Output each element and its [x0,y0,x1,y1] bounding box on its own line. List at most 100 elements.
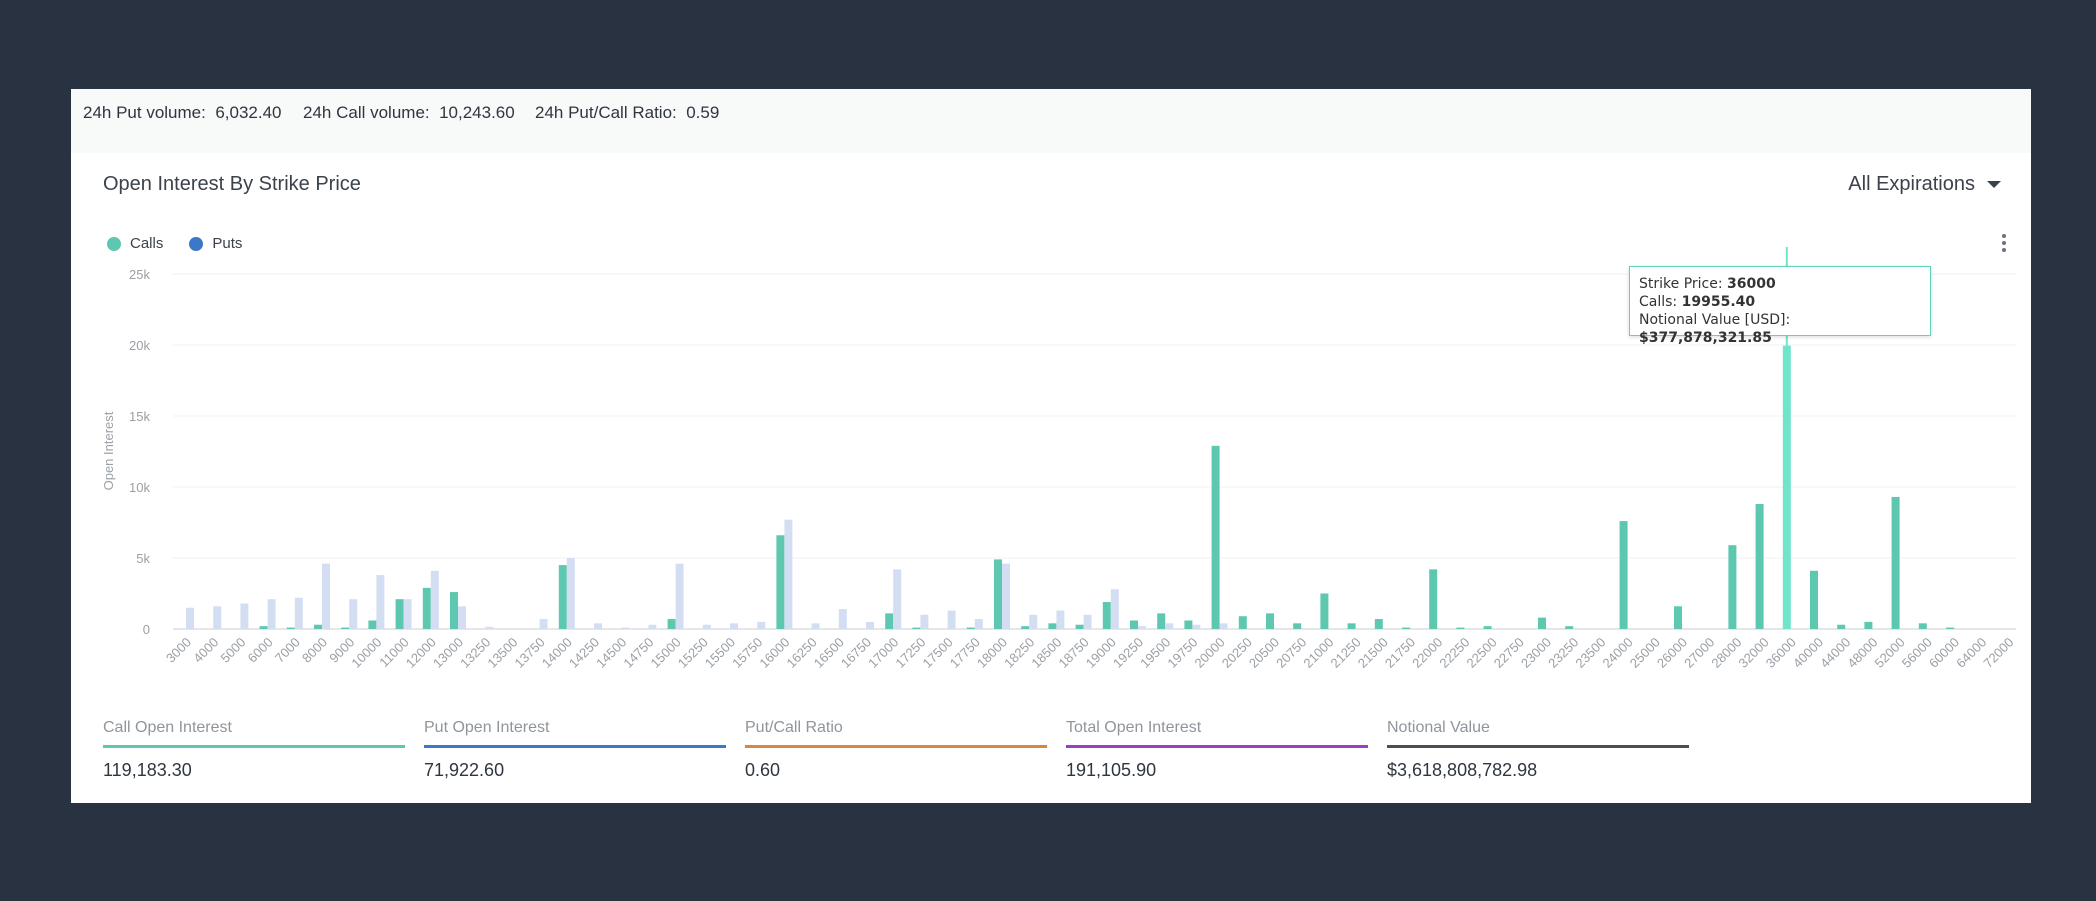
x-tick-label: 18500 [1028,635,1064,671]
x-tick-label: 19750 [1164,635,1200,671]
x-tick-label: 52000 [1872,635,1908,671]
notional-value-metric: Notional Value $3,618,808,782.98 [1387,719,1689,781]
bar-calls [885,613,894,629]
bar-calls [1211,445,1220,629]
bar-calls [558,565,567,629]
x-tick-label: 22500 [1464,635,1500,671]
ratio-label: 24h Put/Call Ratio: [535,103,677,122]
x-tick-label: 15250 [675,635,711,671]
bar-puts [920,614,929,629]
x-tick-label: 18750 [1056,635,1092,671]
bar-puts [974,619,983,629]
metric-label: Total Open Interest [1066,719,1202,736]
x-tick-label: 10000 [348,635,384,671]
bar-puts [1056,610,1065,629]
expiration-dropdown[interactable]: All Expirations [1848,173,2001,196]
x-tick-label: 22000 [1409,635,1445,671]
chart-legend: Calls Puts [107,235,242,252]
bar-puts [1083,614,1092,629]
metric-underline [103,745,405,748]
metric-underline [1387,745,1689,748]
x-tick-label: 8000 [299,635,330,666]
bar-puts [621,627,630,629]
x-tick-label: 21500 [1355,635,1391,671]
bar-calls [1891,496,1900,629]
bar-calls [1810,570,1818,629]
bar-calls [667,619,676,629]
bar-puts [947,610,956,629]
open-interest-chart: 0 5k 10k 15k 20k 25k Open Interest 300040005000… [101,247,2017,671]
metric-label: Put Open Interest [424,719,550,736]
bar-puts [267,599,276,629]
bar-calls [1538,617,1546,629]
metric-underline [745,745,1047,748]
x-tick-label: 19250 [1110,635,1146,671]
legend-calls-label: Calls [130,235,164,252]
x-tick-label: 21250 [1328,635,1364,671]
bar-puts [1029,614,1038,629]
bar-puts [730,623,738,629]
x-tick-label: 44000 [1817,635,1853,671]
y-tick-label: 10k [129,480,150,495]
tooltip-notional-value: $377,878,321.85 [1639,330,1772,346]
bar-calls [1266,613,1274,629]
bar-tooltip: Strike Price: 36000 Calls: 19955.40 Noti… [1629,266,1931,346]
bar-calls [341,627,350,629]
bar-calls [1755,504,1764,629]
metric-label: Put/Call Ratio [745,719,843,736]
x-tick-label: 20500 [1246,635,1282,671]
bar-puts [675,563,684,629]
x-tick-label: 3000 [163,635,194,666]
x-tick-label: 18000 [974,635,1010,671]
legend-puts[interactable]: Puts [189,235,242,252]
x-tick-label: 20000 [1192,635,1228,671]
tooltip-strike-value: 36000 [1727,276,1776,292]
bar-calls [1130,620,1138,629]
bar-calls [1347,623,1356,629]
tooltip-notional-label: Notional Value [USD]: [1639,312,1791,328]
bar-puts [403,599,412,629]
bar-calls [314,624,322,629]
bar-calls [1075,624,1084,629]
metric-label: Call Open Interest [103,719,232,736]
x-tick-label: 22250 [1436,635,1472,671]
bar-calls [1456,627,1465,629]
more-options-icon[interactable] [1999,234,2009,260]
bar-puts [1219,623,1228,629]
x-tick-label: 40000 [1790,635,1826,671]
x-tick-label: 15500 [702,635,738,671]
bar-calls [776,535,785,629]
x-tick-label: 17750 [947,635,983,671]
bar-puts [1192,624,1201,629]
tooltip-calls-label: Calls: [1639,294,1678,310]
x-tick-label: 15000 [648,635,684,671]
x-tick-label: 13000 [430,635,466,671]
x-tick-label: 13750 [512,635,548,671]
x-tick-label: 72000 [1980,635,2016,671]
metric-value: 71,922.60 [424,760,505,780]
bar-calls [1402,627,1410,629]
call-volume-label: 24h Call volume: [303,103,430,122]
call-volume-value: 10,243.60 [439,103,515,122]
bar-puts [1002,563,1010,629]
x-tick-label: 6000 [245,635,276,666]
bar-calls [1184,620,1193,629]
bar-calls [1320,593,1329,629]
volume-stats-bar: 24h Put volume: 6,032.40 24h Call volume… [71,89,2031,153]
x-tick-label: 56000 [1899,635,1935,671]
bar-puts [893,569,902,629]
legend-calls[interactable]: Calls [107,235,163,252]
bar-calls [259,626,268,629]
bar-calls-highlight [1782,345,1791,629]
x-tick-label: 17500 [920,635,956,671]
x-tick-label: 20750 [1273,635,1309,671]
put-volume-value: 6,032.40 [215,103,282,122]
x-tick-label: 5000 [217,635,248,666]
bar-calls [1293,623,1302,629]
bar-calls [1946,627,1954,629]
x-tick-label: 7000 [272,635,303,666]
bar-calls [1483,626,1492,629]
x-tick-label: 16000 [756,635,792,671]
bar-puts [349,599,358,629]
metric-value: 191,105.90 [1066,760,1157,780]
